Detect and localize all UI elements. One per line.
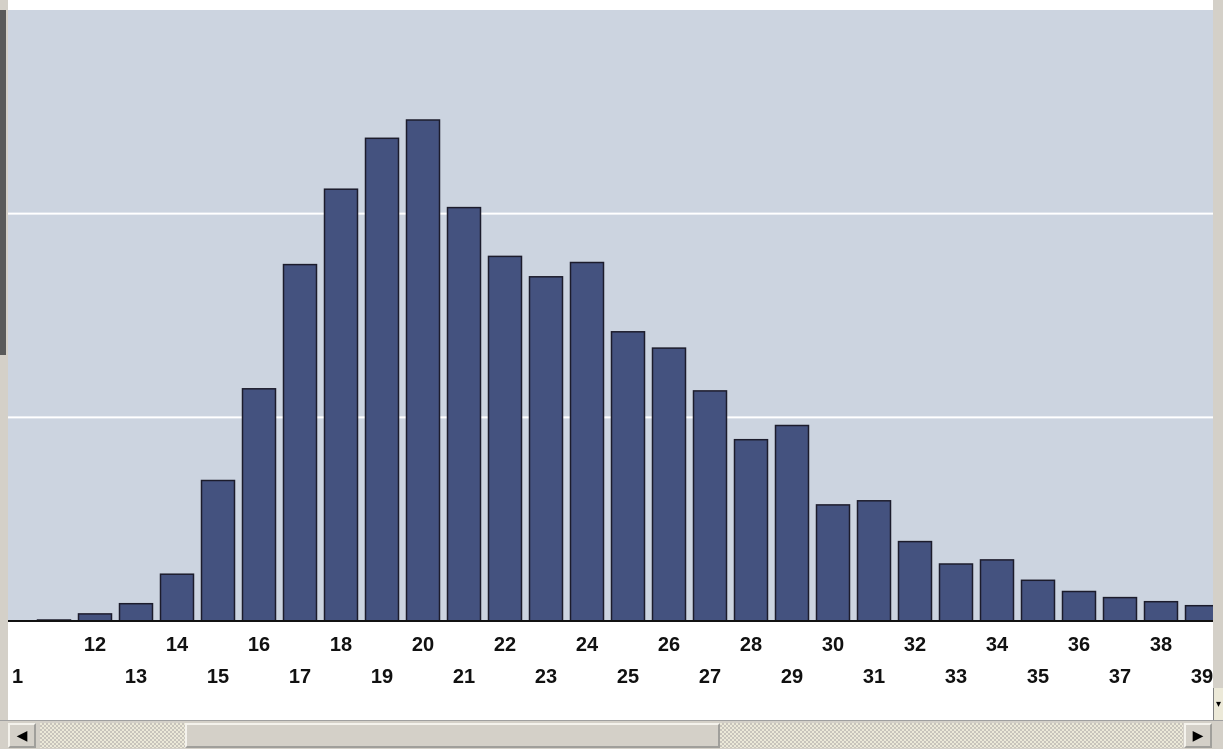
x-tick-label-35: 35 — [1027, 666, 1049, 688]
bar-32 — [897, 540, 933, 622]
bar-36 — [1061, 590, 1097, 622]
x-tick-label-23: 23 — [535, 666, 557, 688]
plot-area — [8, 10, 1213, 621]
bar-16 — [241, 388, 277, 622]
x-tick-label-29: 29 — [781, 666, 803, 688]
scrollbar-thumb[interactable] — [185, 723, 720, 748]
bar-19 — [364, 137, 400, 622]
bar-22 — [487, 255, 523, 622]
bar-18 — [323, 188, 359, 622]
bar-38 — [1143, 600, 1179, 622]
x-tick-label-25: 25 — [617, 666, 639, 688]
x-tick-label-20: 20 — [412, 634, 434, 656]
triangle-right-icon: ▶ — [1192, 727, 1204, 743]
horizontal-scrollbar[interactable]: ◀ ▶ — [0, 720, 1223, 749]
x-tick-label-11: 1 — [12, 666, 23, 688]
bar-15 — [200, 479, 236, 622]
x-tick-label-36: 36 — [1068, 634, 1090, 656]
x-tick-label-37: 37 — [1109, 666, 1131, 688]
x-tick-label-34: 34 — [986, 634, 1009, 656]
bar-34 — [979, 559, 1015, 622]
bar-20 — [405, 119, 441, 622]
x-tick-label-33: 33 — [945, 666, 967, 688]
bar-24 — [569, 261, 605, 622]
x-tick-label-39: 39 — [1191, 666, 1213, 688]
bar-23 — [528, 276, 564, 622]
x-tick-label-16: 16 — [248, 634, 270, 656]
window-right-edge — [1213, 0, 1223, 720]
x-tick-label-15: 15 — [207, 666, 229, 688]
bar-33 — [938, 563, 974, 622]
bar-27 — [692, 390, 728, 622]
scroll-right-button[interactable]: ▶ — [1184, 723, 1212, 748]
bar-13 — [118, 602, 154, 622]
x-tick-label-30: 30 — [822, 634, 844, 656]
bar-29 — [774, 424, 810, 622]
bars — [36, 119, 1213, 622]
bar-30 — [815, 504, 851, 622]
bar-chart: 1 12 13 14 15 16 17 18 19 20 21 22 23 24 25 26 27 28 29 30 3… — [8, 10, 1213, 688]
x-tick-label-24: 24 — [576, 634, 599, 656]
bar-28 — [733, 438, 769, 622]
x-tick-label-14: 14 — [166, 634, 189, 656]
bar-25 — [610, 331, 646, 622]
x-tick-label-13: 13 — [125, 666, 147, 688]
x-tick-labels: 1 12 13 14 15 16 17 18 19 20 21 22 23 24 25 26 27 28 29 30 3… — [12, 634, 1213, 688]
x-tick-label-26: 26 — [658, 634, 680, 656]
bar-21 — [446, 206, 482, 622]
bar-35 — [1020, 579, 1056, 622]
triangle-down-icon: ▾ — [1215, 698, 1222, 710]
x-tick-label-27: 27 — [699, 666, 721, 688]
gridlines — [8, 212, 1213, 419]
x-tick-label-18: 18 — [330, 634, 352, 656]
bar-12 — [77, 613, 113, 622]
scroll-left-button[interactable]: ◀ — [8, 723, 36, 748]
x-tick-label-19: 19 — [371, 666, 393, 688]
bar-17 — [282, 263, 318, 622]
bar-31 — [856, 500, 892, 622]
bar-39 — [1184, 604, 1213, 622]
window-left-edge — [0, 0, 8, 720]
splitter-handle[interactable] — [0, 10, 6, 355]
vertical-scroll-down-button[interactable]: ▾ — [1213, 688, 1223, 720]
triangle-left-icon: ◀ — [16, 727, 28, 743]
bar-14 — [159, 573, 195, 622]
x-tick-label-12: 12 — [84, 634, 106, 656]
bar-37 — [1102, 596, 1138, 622]
x-tick-label-31: 31 — [863, 666, 885, 688]
x-tick-label-28: 28 — [740, 634, 762, 656]
x-tick-label-21: 21 — [453, 666, 475, 688]
x-tick-label-32: 32 — [904, 634, 926, 656]
x-tick-label-22: 22 — [494, 634, 516, 656]
bar-26 — [651, 347, 687, 622]
x-tick-label-17: 17 — [289, 666, 311, 688]
x-tick-label-38: 38 — [1150, 634, 1172, 656]
